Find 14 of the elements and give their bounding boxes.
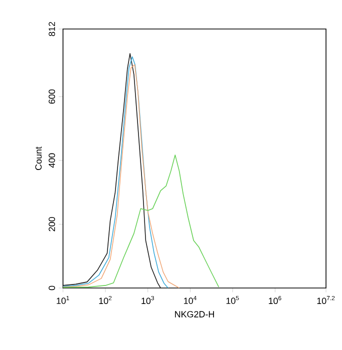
x-axis-title: NKG2D-H <box>175 311 214 318</box>
y-tick-label: 812 <box>48 22 56 36</box>
y-tick-label: 0 <box>48 286 56 290</box>
y-tick-label: 400 <box>48 153 56 168</box>
x-tick-label: 10$^{5}$ <box>226 296 239 304</box>
x-tick-label: 10$^{7.2}$ <box>317 296 335 304</box>
x-tick-label: 10$^{3}$ <box>142 296 154 304</box>
y-tick-label: 200 <box>48 217 56 232</box>
y-tick-label: 600 <box>48 89 56 104</box>
x-tick-label: 10$^{1}$ <box>56 296 70 304</box>
x-tick-label: 10$^{4}$ <box>184 296 196 304</box>
x-tick-label: 10$^{2}$ <box>99 296 112 304</box>
x-tick-label: 10$^{6}$ <box>268 296 282 304</box>
y-axis-title: Count <box>35 146 42 170</box>
